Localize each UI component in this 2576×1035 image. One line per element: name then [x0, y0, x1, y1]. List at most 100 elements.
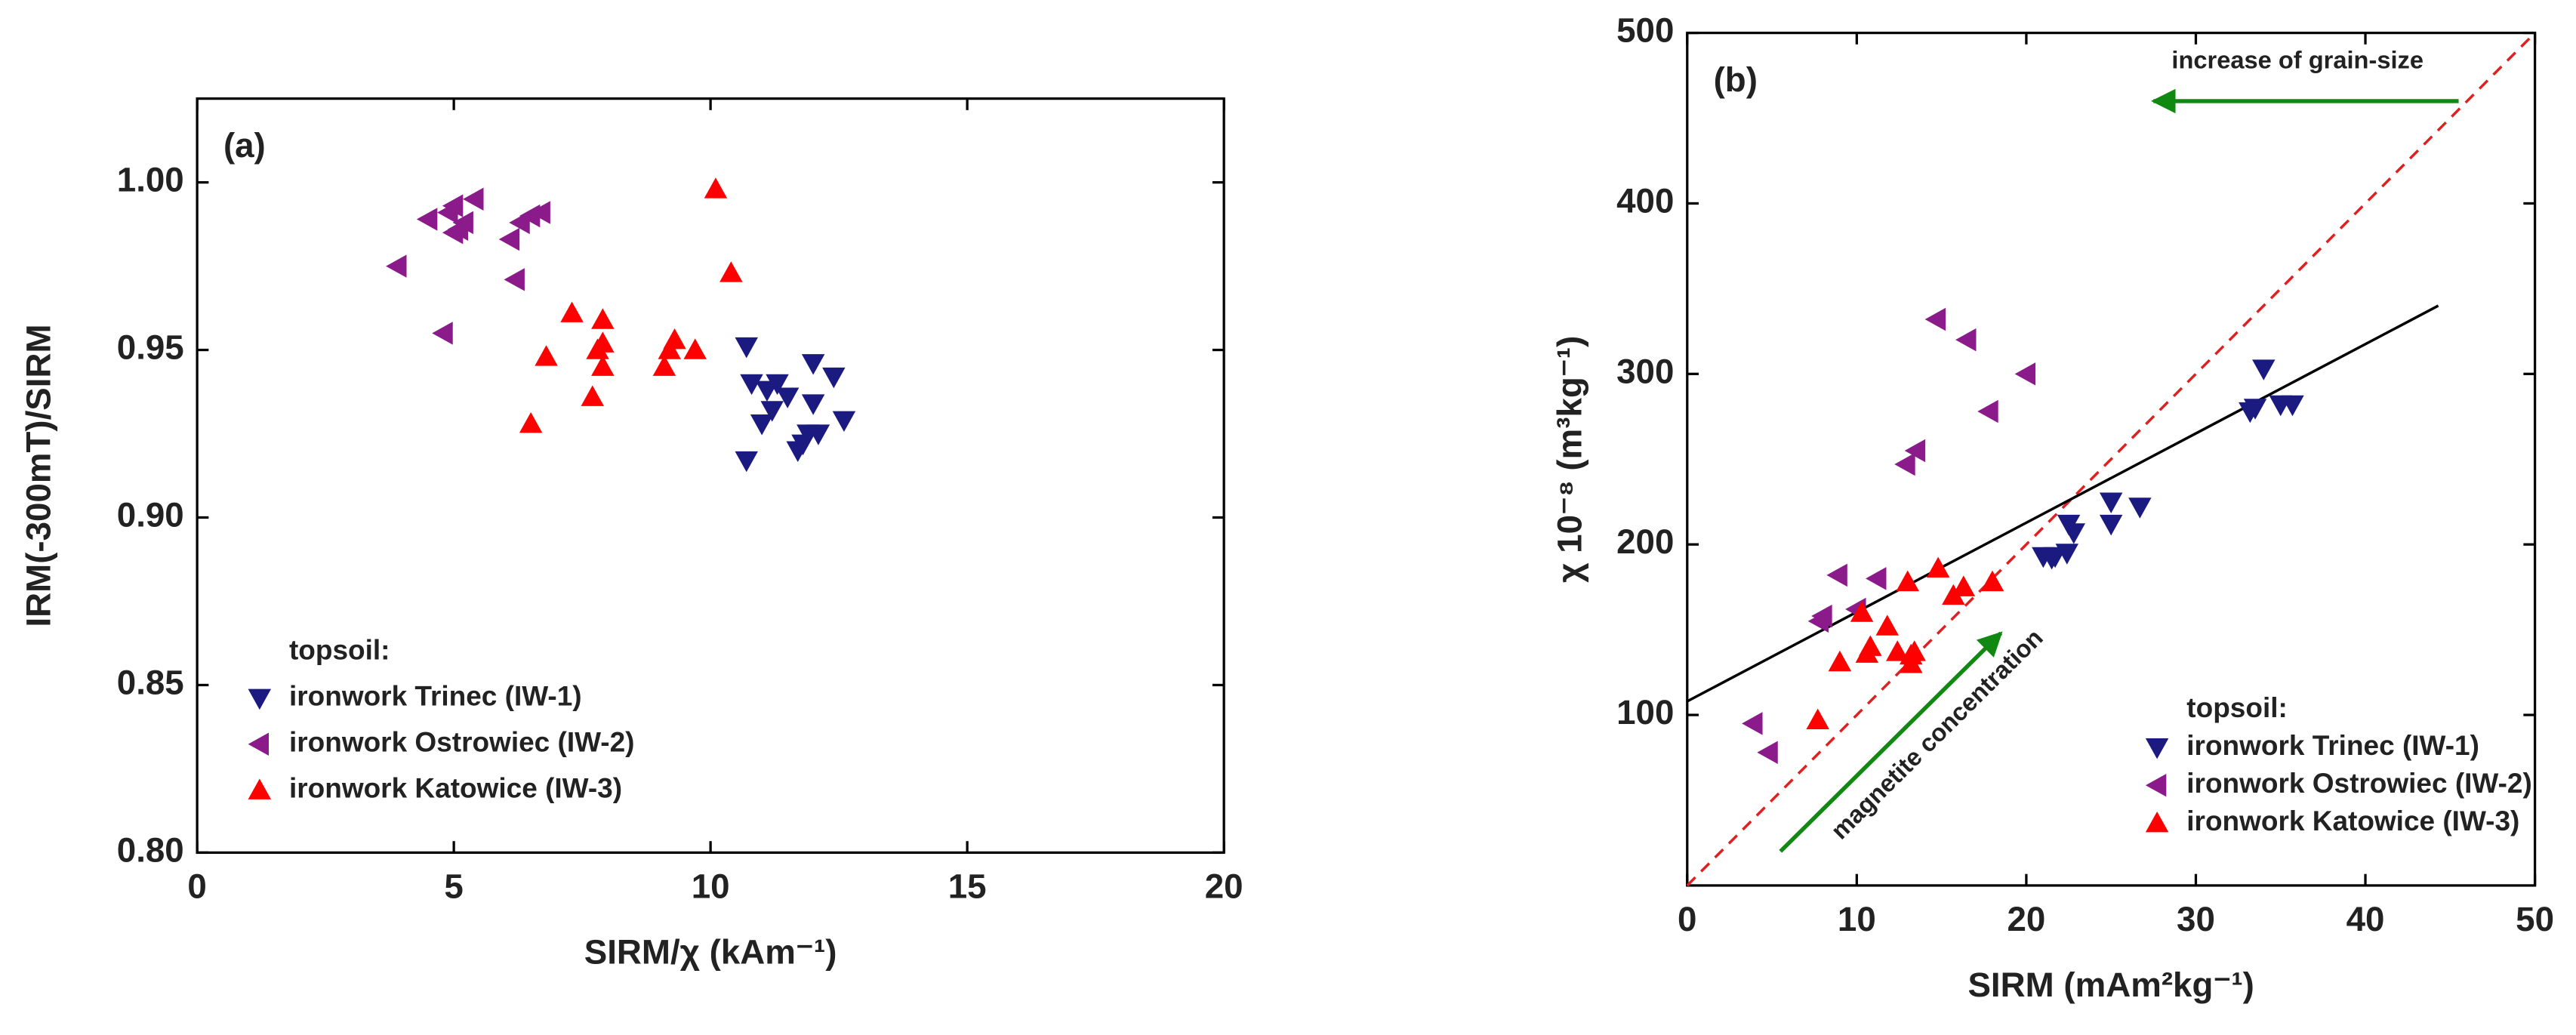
panel: 0 10 20 30 40 50 100 200 300 400 500 SIRM (mAm²kg⁻¹…	[1551, 11, 2554, 1004]
reference-line	[1686, 32, 2536, 887]
annotation: magnetite concentration	[1825, 624, 2048, 845]
point	[2128, 497, 2152, 519]
point	[498, 227, 520, 251]
legend-label: ironwork Trinec (IW-1)	[289, 681, 582, 712]
x-tick-label: 5	[444, 867, 463, 905]
point	[535, 345, 558, 366]
point	[1866, 567, 1887, 590]
x-tick-label: 10	[692, 867, 730, 905]
x-tick-label: 20	[2007, 900, 2045, 938]
x-tick-label: 10	[1838, 900, 1876, 938]
point	[2014, 362, 2036, 386]
point	[1952, 575, 1976, 596]
annotation-arrow	[1779, 631, 2003, 853]
point	[652, 355, 676, 376]
point	[463, 187, 484, 211]
point	[806, 424, 830, 445]
legend-marker	[248, 732, 269, 756]
point	[750, 414, 774, 436]
legend-title: topsoil:	[289, 635, 390, 666]
y-tick-label: 0.90	[117, 496, 184, 534]
y-tick-label: 0.85	[117, 664, 184, 702]
annotation: increase of grain-size	[2171, 46, 2423, 74]
x-tick-label: 30	[2177, 900, 2215, 938]
panel-label: (a)	[223, 126, 266, 165]
point	[591, 355, 615, 376]
point	[1896, 570, 1919, 592]
point	[432, 322, 453, 345]
point	[704, 177, 728, 199]
x-tick-label: 20	[1205, 867, 1243, 905]
point	[1980, 570, 2004, 592]
plot-frame	[1686, 31, 2537, 887]
point	[735, 337, 758, 359]
legend-marker	[248, 778, 272, 799]
x-tick-label: 0	[187, 867, 206, 905]
legend-label: ironwork Ostrowiec (IW-2)	[2186, 768, 2532, 799]
point	[2062, 523, 2086, 544]
point	[1850, 601, 1874, 622]
point	[1903, 640, 1926, 661]
y-tick-label: 1.00	[117, 161, 184, 199]
x-axis-title: SIRM/χ (kAm⁻¹)	[584, 932, 837, 971]
point	[1977, 399, 1998, 424]
point	[1886, 640, 1909, 661]
point	[1926, 556, 1950, 578]
point	[822, 367, 846, 389]
point	[683, 338, 707, 359]
point	[519, 411, 543, 433]
point	[1955, 328, 1977, 352]
legend-marker	[2145, 812, 2169, 833]
point	[2243, 399, 2267, 420]
point	[2099, 492, 2123, 513]
fit-line	[1686, 304, 2439, 703]
y-tick-label: 300	[1616, 352, 1674, 390]
point	[2099, 514, 2123, 536]
y-axis-title: IRM(-300mT)/SIRM	[19, 324, 57, 627]
point	[2040, 549, 2063, 570]
x-tick-label: 50	[2516, 900, 2554, 938]
point	[766, 374, 789, 396]
y-tick-label: 500	[1616, 11, 1674, 50]
point	[1875, 615, 1899, 636]
point	[760, 401, 784, 422]
point	[1828, 650, 1852, 672]
point	[735, 451, 758, 473]
point	[719, 261, 743, 282]
y-axis-title: χ 10⁻⁸ (m³kg⁻¹)	[1551, 336, 1589, 583]
point	[504, 268, 525, 291]
point	[1811, 604, 1832, 628]
x-axis-title: SIRM (mAm²kg⁻¹)	[1967, 966, 2254, 1004]
point	[1806, 708, 1829, 730]
point	[786, 441, 809, 462]
point	[2281, 395, 2304, 417]
point	[1904, 439, 1926, 463]
y-tick-label: 400	[1616, 182, 1674, 220]
point	[560, 301, 584, 322]
y-tick-label: 0.95	[117, 328, 184, 367]
point	[529, 201, 550, 224]
legend-label: ironwork Trinec (IW-1)	[2186, 730, 2479, 761]
legend-marker	[248, 688, 272, 710]
point	[581, 385, 604, 406]
x-tick-label: 0	[1678, 900, 1696, 938]
legend-label: ironwork Ostrowiec (IW-2)	[289, 727, 635, 758]
legend-marker	[2145, 773, 2167, 797]
x-tick-label: 40	[2346, 900, 2385, 938]
legend-marker	[2145, 738, 2169, 759]
point	[442, 194, 464, 217]
point	[416, 208, 438, 231]
point	[1826, 563, 1847, 587]
point	[386, 254, 407, 278]
point	[591, 308, 615, 329]
point	[775, 387, 800, 408]
point	[1894, 452, 1915, 476]
point	[832, 411, 856, 432]
point	[1742, 712, 1763, 735]
point	[1924, 307, 1946, 331]
panel-label: (b)	[1714, 60, 1758, 99]
y-tick-label: 200	[1616, 522, 1674, 561]
point	[1757, 741, 1778, 764]
panel: 0 5 10 15 20 0.80 0.85 0.90 0.95 1.00 SIRM/χ (kAm⁻…	[19, 97, 1243, 971]
